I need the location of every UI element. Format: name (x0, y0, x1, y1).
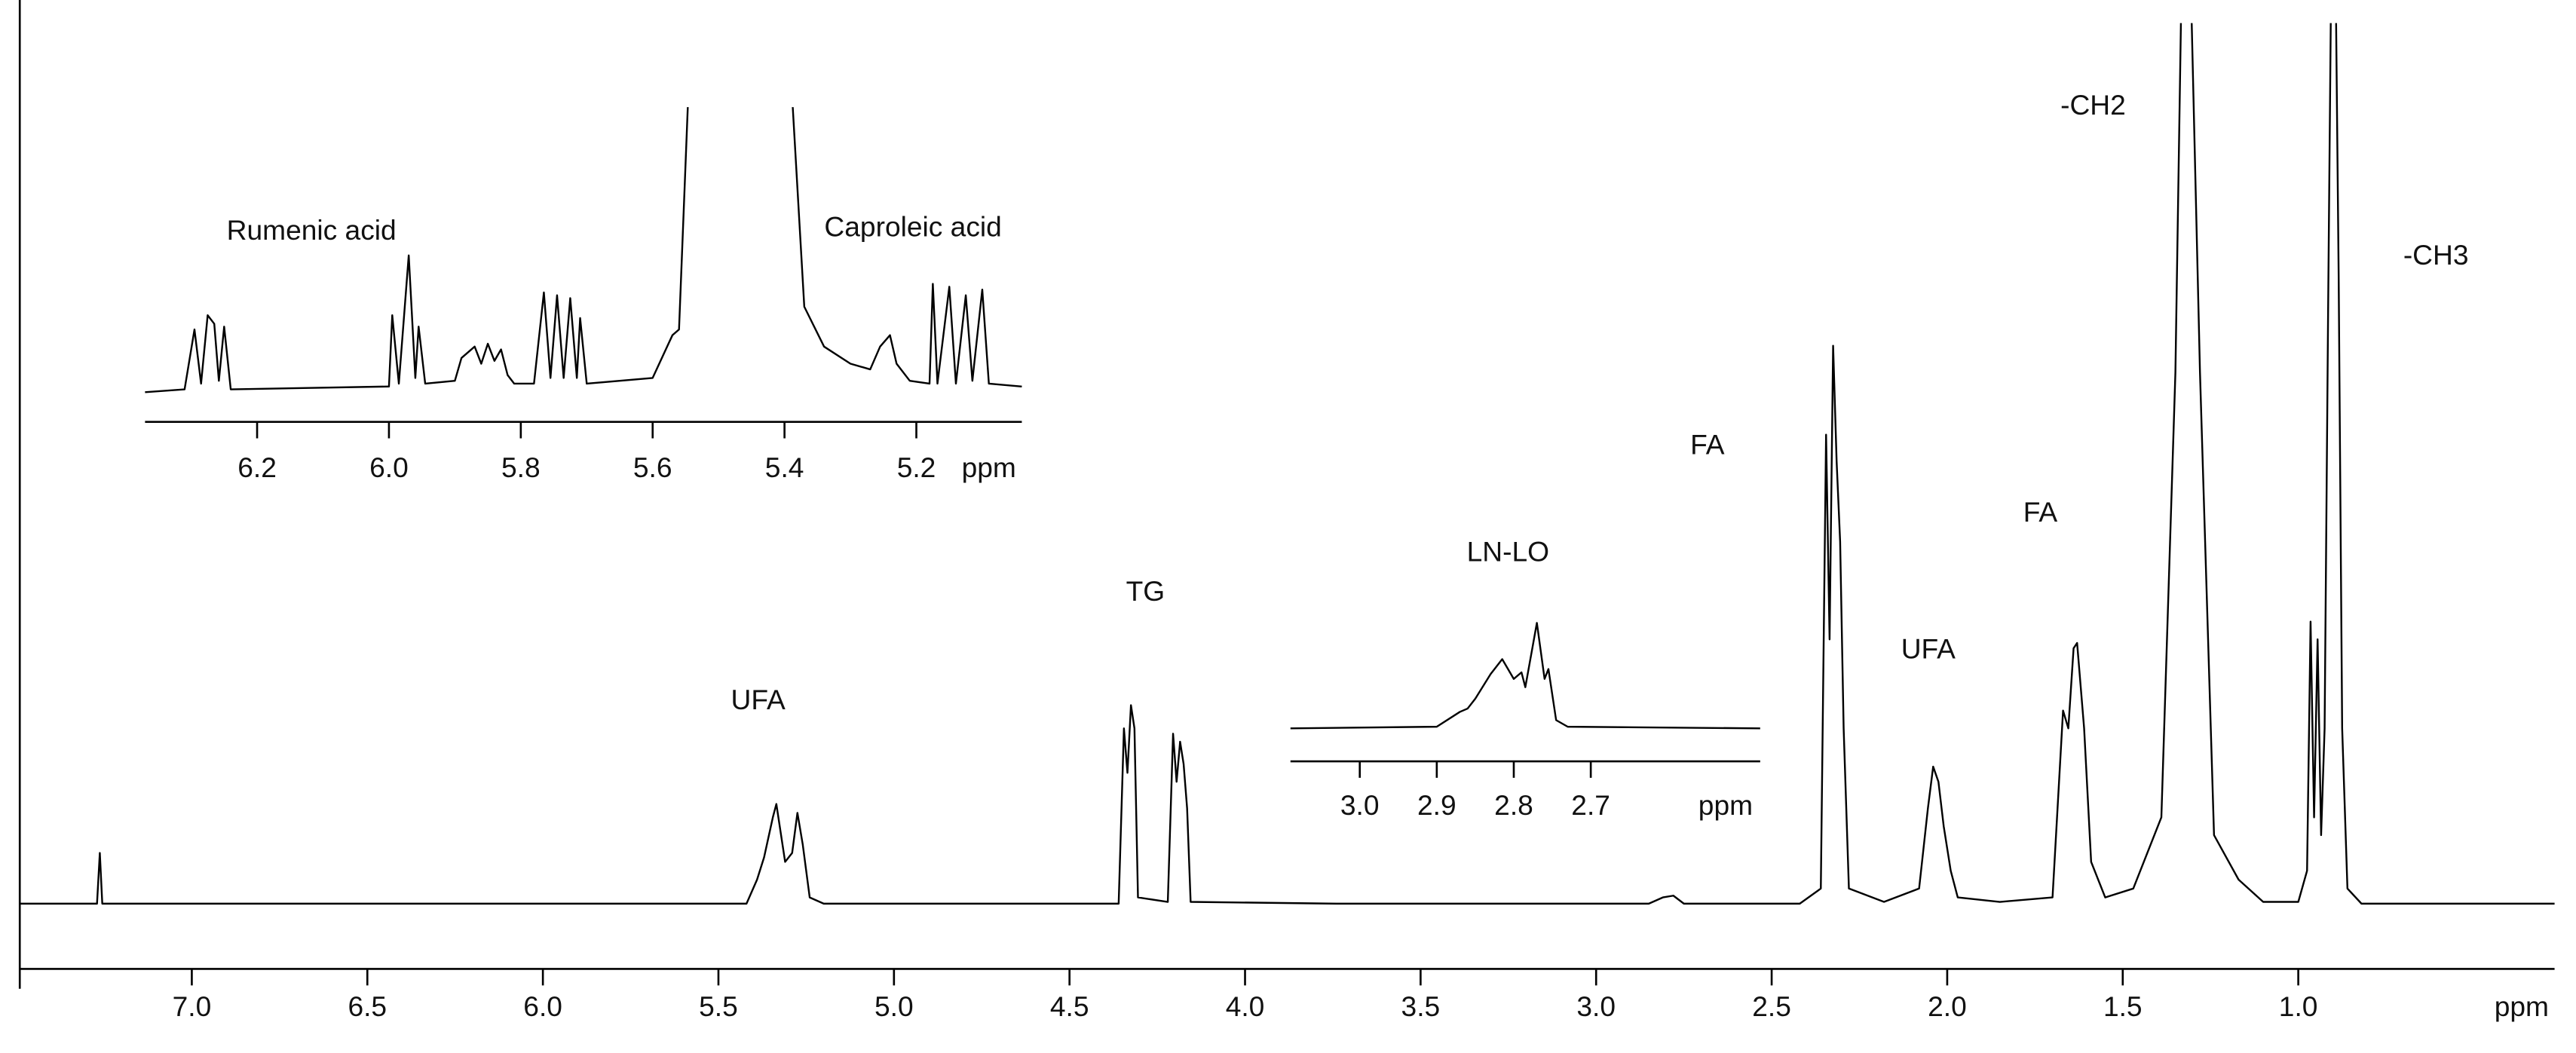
x-tick-label: 2.5 (1752, 990, 1791, 1022)
spectrum-line (1290, 622, 1760, 730)
peak-annotation: -CH3 (2403, 239, 2469, 271)
x-tick-label: 4.0 (1226, 990, 1265, 1022)
x-axis-label: ppm (2495, 990, 2549, 1022)
x-tick-label: 1.0 (2279, 990, 2318, 1022)
x-tick-label: 2.0 (1928, 990, 1967, 1022)
x-axis-label: ppm (962, 452, 1016, 483)
peak-annotation: UFA (1901, 632, 1956, 664)
x-axis-label: ppm (1698, 789, 1753, 821)
x-tick-label: 6.5 (348, 990, 387, 1022)
x-tick-label: 5.8 (501, 452, 541, 483)
x-tick-label: 6.0 (369, 452, 409, 483)
peak-annotation: FA (2023, 496, 2058, 528)
x-tick-label: 3.0 (1576, 990, 1616, 1022)
spectrum-line (145, 107, 1022, 393)
x-tick-label: 3.5 (1401, 990, 1441, 1022)
peak-annotation: LN-LO (1467, 535, 1549, 567)
x-tick-label: 2.9 (1417, 789, 1456, 821)
x-tick-label: 4.5 (1050, 990, 1089, 1022)
x-tick-label: 2.7 (1571, 789, 1610, 821)
peak-annotation: Rumenic acid (227, 214, 397, 246)
x-tick-label: 5.6 (633, 452, 672, 483)
peak-annotation: TG (1126, 575, 1165, 607)
spectrum-line (20, 23, 2555, 905)
peak-annotation: -CH2 (2060, 89, 2126, 121)
peak-annotation: FA (1690, 428, 1725, 460)
peak-annotation: UFA (731, 684, 786, 715)
x-tick-label: 6.2 (237, 452, 277, 483)
x-tick-label: 3.0 (1340, 789, 1380, 821)
x-tick-label: 1.5 (2103, 990, 2143, 1022)
x-tick-label: 7.0 (173, 990, 212, 1022)
x-tick-label: 5.0 (874, 990, 914, 1022)
x-tick-label: 2.8 (1494, 789, 1533, 821)
x-tick-label: 5.4 (765, 452, 804, 483)
peak-annotation: Caproleic acid (824, 211, 1001, 243)
x-tick-label: 6.0 (523, 990, 562, 1022)
x-tick-label: 5.2 (897, 452, 936, 483)
x-tick-label: 5.5 (699, 990, 738, 1022)
